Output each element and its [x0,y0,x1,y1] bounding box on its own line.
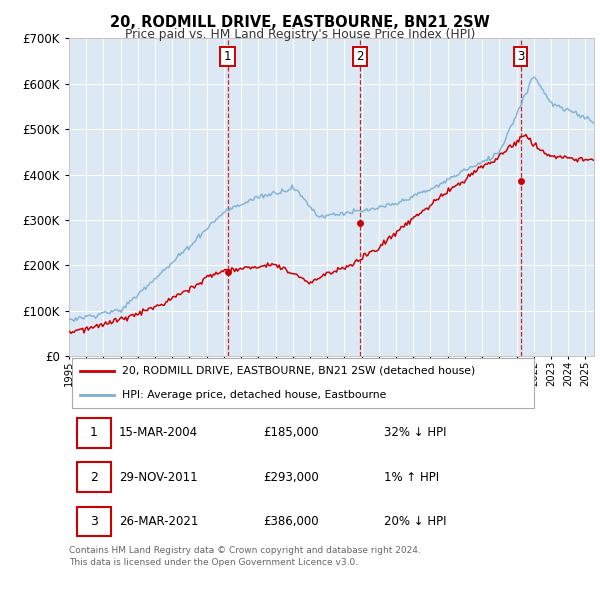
Text: Contains HM Land Registry data © Crown copyright and database right 2024.
This d: Contains HM Land Registry data © Crown c… [69,546,421,567]
FancyBboxPatch shape [77,418,111,448]
Text: 15-MAR-2004: 15-MAR-2004 [119,427,198,440]
FancyBboxPatch shape [71,358,533,408]
Text: 1% ↑ HPI: 1% ↑ HPI [384,471,439,484]
Text: 20, RODMILL DRIVE, EASTBOURNE, BN21 2SW: 20, RODMILL DRIVE, EASTBOURNE, BN21 2SW [110,15,490,30]
Text: 3: 3 [90,515,98,528]
Text: 2: 2 [90,471,98,484]
Text: 2: 2 [356,50,364,63]
Text: 20, RODMILL DRIVE, EASTBOURNE, BN21 2SW (detached house): 20, RODMILL DRIVE, EASTBOURNE, BN21 2SW … [121,366,475,376]
Text: 29-NOV-2011: 29-NOV-2011 [119,471,197,484]
Text: 32% ↓ HPI: 32% ↓ HPI [384,427,446,440]
Text: HPI: Average price, detached house, Eastbourne: HPI: Average price, detached house, East… [121,391,386,401]
Text: £293,000: £293,000 [263,471,319,484]
Text: Price paid vs. HM Land Registry's House Price Index (HPI): Price paid vs. HM Land Registry's House … [125,28,475,41]
Text: 1: 1 [90,427,98,440]
Text: 20% ↓ HPI: 20% ↓ HPI [384,515,446,528]
FancyBboxPatch shape [77,463,111,492]
Text: £386,000: £386,000 [263,515,319,528]
Text: £185,000: £185,000 [263,427,319,440]
FancyBboxPatch shape [77,507,111,536]
Text: 3: 3 [517,50,524,63]
Text: 26-MAR-2021: 26-MAR-2021 [119,515,198,528]
Text: 1: 1 [224,50,231,63]
